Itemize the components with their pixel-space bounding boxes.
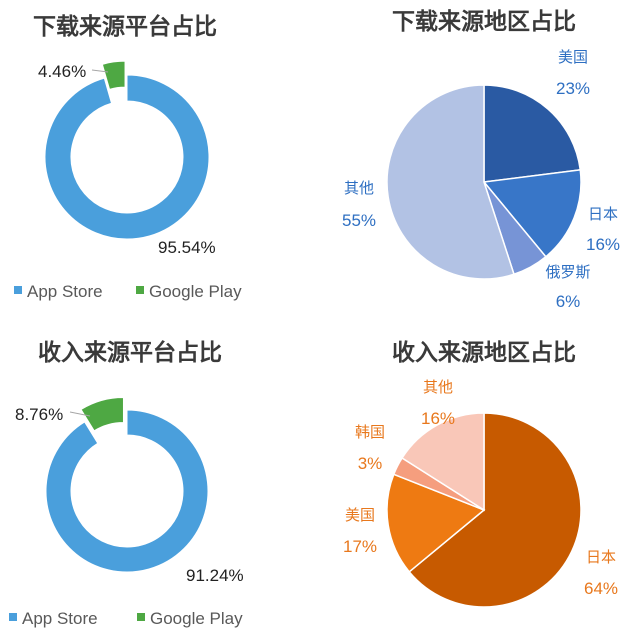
legend-swatch-app-store-revenue bbox=[9, 613, 17, 621]
download-region-title: 下载来源地区占比 bbox=[392, 9, 576, 35]
other-download-name: 其他 bbox=[344, 179, 374, 197]
leader-line-google-play-download bbox=[91, 69, 109, 73]
revenue-platform-chart: 收入来源平台占比 8.76% 91.24% App Store Google P… bbox=[9, 339, 244, 628]
leader-line-google-play-revenue bbox=[69, 411, 91, 417]
google-play-download-pct: 4.46% bbox=[38, 62, 86, 81]
legend-swatch-google-play-revenue bbox=[137, 613, 145, 621]
download-platform-chart: 下载来源平台占比 4.46% 95.54% App Store Google P… bbox=[14, 13, 242, 301]
slice-app-store-download bbox=[44, 74, 210, 240]
korea-revenue-pct: 3% bbox=[358, 454, 383, 473]
slice-japan-download bbox=[482, 169, 582, 258]
other-download-pct: 55% bbox=[342, 211, 376, 230]
legend-google-play-download: Google Play bbox=[149, 282, 242, 301]
app-store-download-pct: 95.54% bbox=[158, 238, 216, 257]
revenue-region-title: 收入来源地区占比 bbox=[392, 339, 576, 366]
slice-other-download bbox=[386, 84, 515, 280]
other-revenue-name: 其他 bbox=[423, 378, 453, 396]
usa-download-pct: 23% bbox=[556, 79, 590, 98]
japan-download-name: 日本 bbox=[588, 205, 618, 223]
usa-revenue-pct: 17% bbox=[343, 537, 377, 556]
legend-app-store-revenue: App Store bbox=[22, 609, 98, 628]
slice-app-store-revenue bbox=[45, 409, 209, 573]
korea-revenue-name: 韩国 bbox=[355, 423, 385, 441]
download-platform-title: 下载来源平台占比 bbox=[33, 13, 217, 40]
usa-revenue-name: 美国 bbox=[345, 506, 375, 524]
slice-usa-revenue bbox=[386, 473, 486, 573]
revenue-region-chart: 收入来源地区占比 日本 64% 美国 17% 韩国 3% 其他 16% bbox=[343, 339, 618, 608]
legend-swatch-app-store-download bbox=[14, 286, 22, 294]
japan-download-pct: 16% bbox=[586, 235, 620, 254]
other-revenue-pct: 16% bbox=[421, 409, 455, 428]
legend-app-store-download: App Store bbox=[27, 282, 103, 301]
russia-download-pct: 6% bbox=[556, 292, 581, 311]
japan-revenue-name: 日本 bbox=[586, 548, 616, 566]
slice-usa-download bbox=[483, 84, 582, 183]
slice-google-play-download bbox=[101, 60, 126, 90]
japan-revenue-pct: 64% bbox=[584, 579, 618, 598]
slice-other-revenue bbox=[401, 412, 485, 512]
legend-swatch-google-play-download bbox=[136, 286, 144, 294]
revenue-platform-title: 收入来源平台占比 bbox=[38, 339, 222, 366]
legend-google-play-revenue: Google Play bbox=[150, 609, 243, 628]
russia-download-name: 俄罗斯 bbox=[545, 263, 590, 281]
usa-download-name: 美国 bbox=[558, 48, 588, 66]
app-store-revenue-pct: 91.24% bbox=[186, 566, 244, 585]
slice-japan-revenue bbox=[408, 412, 582, 608]
slice-google-play-revenue bbox=[80, 396, 124, 432]
download-region-chart: 下载来源地区占比 美国 23% 日本 16% 俄罗斯 6% 其他 55% bbox=[342, 9, 620, 311]
google-play-revenue-pct: 8.76% bbox=[15, 405, 63, 424]
